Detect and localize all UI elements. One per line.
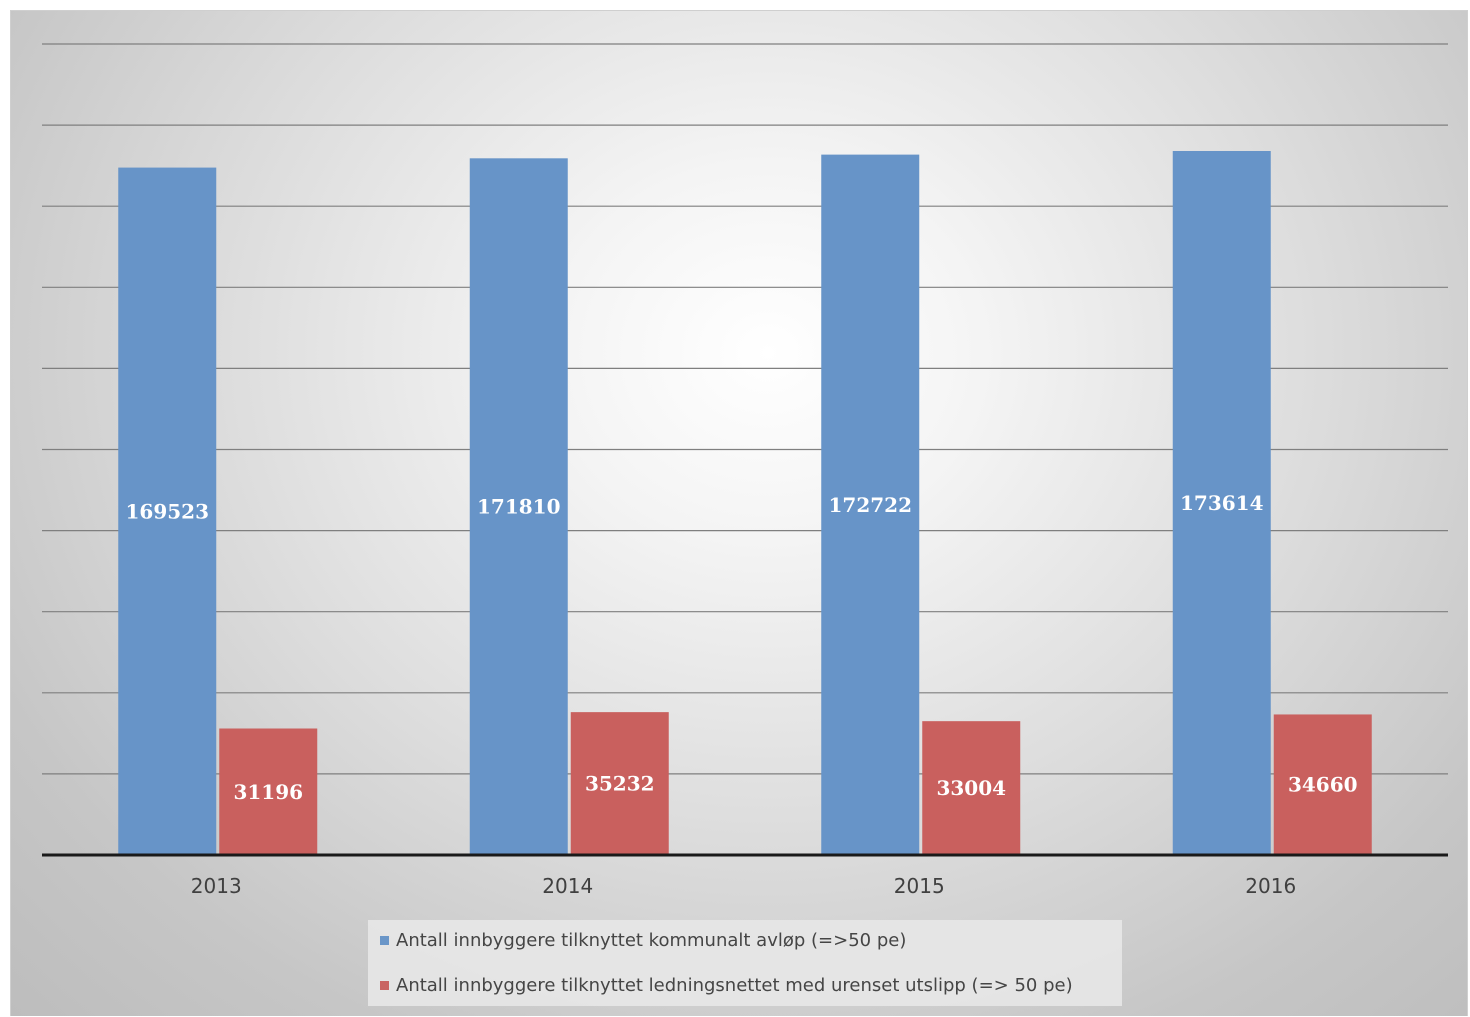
gridlines xyxy=(42,43,1448,775)
legend-swatch-series-1 xyxy=(380,935,389,945)
x-tick-label-2013: 2013 xyxy=(191,874,242,898)
bar-series-2-2016 xyxy=(1273,714,1372,855)
data-labels: 169523 31196 171810 35232 172722 33004 173614 3… xyxy=(126,491,1358,804)
bar-series-2-2013 xyxy=(219,728,318,855)
bar-series-1-2015 xyxy=(821,154,920,855)
legend-swatch-series-2 xyxy=(380,980,389,990)
legend-label-series-2: Antall innbyggere tilknyttet ledningsnet… xyxy=(396,974,1073,996)
x-tick-label-2015: 2015 xyxy=(894,874,945,898)
legend-item-series-2: Antall innbyggere tilknyttet ledningsnet… xyxy=(380,970,1073,1000)
x-axis-tick-labels: 2013 2014 2015 2016 xyxy=(191,874,1296,898)
data-label-series-2-2014: 35232 xyxy=(585,772,655,796)
bar-series-1-2014 xyxy=(469,158,568,856)
data-label-series-2-2013: 31196 xyxy=(233,780,303,804)
x-tick-label-2016: 2016 xyxy=(1245,874,1296,898)
bar-series-1-2016 xyxy=(1172,150,1271,855)
bar-series-2-2015 xyxy=(922,721,1021,855)
legend: Antall innbyggere tilknyttet kommunalt a… xyxy=(368,920,1122,1006)
data-label-series-2-2015: 33004 xyxy=(936,776,1006,800)
data-label-series-2-2016: 34660 xyxy=(1288,773,1358,797)
legend-label-series-1: Antall innbyggere tilknyttet kommunalt a… xyxy=(396,929,907,951)
data-label-series-1-2013: 169523 xyxy=(126,499,210,523)
data-label-series-1-2016: 173614 xyxy=(1180,491,1264,515)
legend-item-series-1: Antall innbyggere tilknyttet kommunalt a… xyxy=(380,925,906,955)
bars xyxy=(118,150,1372,856)
x-tick-label-2014: 2014 xyxy=(542,874,593,898)
data-label-series-1-2015: 172722 xyxy=(829,493,913,517)
bar-series-1-2013 xyxy=(118,167,217,855)
bar-series-2-2014 xyxy=(570,712,669,855)
data-label-series-1-2014: 171810 xyxy=(477,495,561,519)
